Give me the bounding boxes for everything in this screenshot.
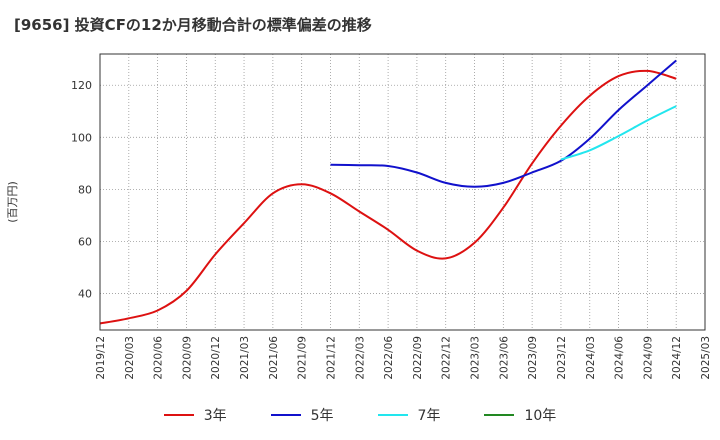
x-tick-label: 2020/09	[181, 336, 193, 380]
x-tick-label: 2023/12	[556, 336, 568, 380]
legend-label: 10年	[524, 408, 557, 424]
legend-swatch	[163, 414, 194, 416]
x-tick-label: 2024/03	[585, 336, 597, 380]
x-tick-label: 2020/12	[210, 336, 222, 380]
x-tick-label: 2022/06	[383, 336, 395, 380]
legend-item-2: 7年	[377, 405, 441, 425]
legend-label: 7年	[417, 408, 441, 424]
legend-swatch	[270, 414, 301, 416]
x-tick-label: 2023/03	[470, 336, 482, 380]
x-tick-label: 2024/09	[642, 336, 654, 380]
y-tick-label: 40	[78, 288, 92, 301]
y-axis-label: (百万円)	[6, 181, 19, 223]
legend-item-1: 5年	[270, 405, 334, 425]
y-tick-label: 120	[71, 79, 92, 92]
x-tick-label: 2021/03	[239, 336, 251, 380]
x-tick-label: 2020/06	[153, 336, 165, 380]
y-tick-label: 100	[71, 131, 92, 144]
legend-swatch	[484, 414, 515, 416]
x-tick-label: 2024/06	[614, 336, 626, 380]
legend-label: 3年	[203, 408, 227, 424]
x-tick-label: 2024/12	[671, 336, 683, 380]
legend-swatch	[377, 414, 408, 416]
x-tick-label: 2019/12	[95, 336, 107, 380]
y-tick-label: 60	[78, 235, 92, 248]
y-tick-label: 80	[78, 183, 92, 196]
plot-background	[100, 54, 705, 330]
x-tick-label: 2021/09	[297, 336, 309, 380]
chart-title: [9656] 投資CFの12か月移動合計の標準偏差の推移	[14, 16, 372, 34]
x-tick-label: 2023/06	[498, 336, 510, 380]
x-tick-label: 2020/03	[124, 336, 136, 380]
x-tick-label: 2023/09	[527, 336, 539, 380]
series-line-1	[330, 59, 677, 188]
y-tick-labels: 40 60 80 100 120	[71, 79, 92, 300]
series-line-0	[99, 69, 677, 325]
x-tick-label: 2025/03	[700, 336, 712, 380]
series-line-2	[560, 105, 677, 161]
series-lines	[99, 59, 677, 325]
legend: 3年 5年 7年 10年	[0, 403, 720, 427]
legend-item-3: 10年	[484, 405, 556, 425]
x-tick-labels: 2019/12 2020/03 2020/06 2020/09 2020/12 2021/…	[95, 336, 712, 380]
legend-label: 5年	[310, 408, 334, 424]
legend-item-0: 3年	[163, 405, 227, 425]
x-tick-label: 2022/12	[441, 336, 453, 380]
x-tick-label: 2021/12	[325, 336, 337, 380]
x-tick-label: 2022/09	[412, 336, 424, 380]
x-tick-label: 2021/06	[268, 336, 280, 380]
x-tick-label: 2022/03	[354, 336, 366, 380]
plot-border	[99, 53, 706, 331]
